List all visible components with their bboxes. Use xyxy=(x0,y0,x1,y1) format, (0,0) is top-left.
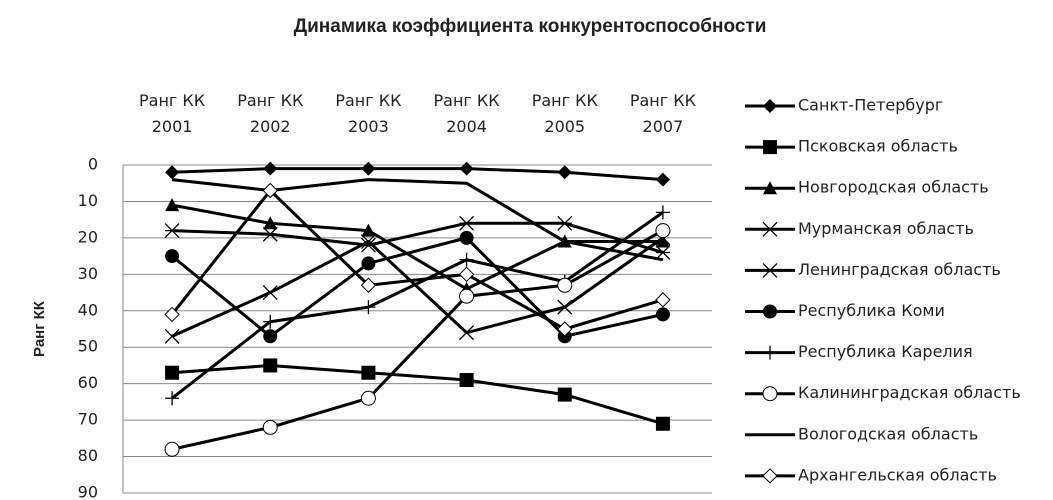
legend-marker xyxy=(762,386,778,402)
data-point xyxy=(361,256,376,271)
data-point xyxy=(165,249,180,264)
data-point xyxy=(557,277,573,293)
data-point xyxy=(360,277,377,293)
data-point xyxy=(361,223,376,237)
data-point xyxy=(262,419,278,435)
data-point xyxy=(459,373,474,388)
legend-label: Новгородская область xyxy=(798,178,989,197)
y-tick-label: 90 xyxy=(78,483,98,500)
legend-marker xyxy=(762,468,778,484)
data-point xyxy=(655,205,670,220)
legend-label: Санкт-Петербург xyxy=(798,96,943,115)
data-point xyxy=(262,226,278,242)
x-tick-label: Ранг КК 2004 xyxy=(433,91,500,136)
series-line xyxy=(171,363,664,426)
data-point xyxy=(263,161,278,176)
x-tick-label: Ранг КК 2007 xyxy=(629,91,696,136)
series-line xyxy=(170,189,664,331)
data-point xyxy=(459,288,475,304)
data-point xyxy=(655,416,670,431)
legend-label: Псковская область xyxy=(798,137,958,156)
data-point xyxy=(360,390,376,406)
data-point xyxy=(360,237,376,253)
data-point xyxy=(655,223,671,239)
data-point xyxy=(459,325,475,341)
data-point xyxy=(262,182,278,199)
x-tick-label: Ранг КК 2001 xyxy=(139,91,206,136)
series-line xyxy=(171,203,663,291)
chart-title: Динамика коэффициента конкурентоспособно… xyxy=(294,16,767,37)
data-point xyxy=(164,328,180,344)
data-point xyxy=(361,365,376,380)
data-point xyxy=(164,223,180,239)
data-point xyxy=(165,198,180,212)
legend-marker xyxy=(763,99,777,113)
y-tick-label: 20 xyxy=(78,227,98,246)
data-point xyxy=(361,300,376,315)
data-point xyxy=(263,216,278,230)
y-tick-label: 60 xyxy=(78,373,98,392)
y-tick-label: 50 xyxy=(78,337,98,356)
data-point xyxy=(655,172,670,187)
legend-label: Архангельская область xyxy=(798,465,997,484)
legend-label: Мурманская область xyxy=(798,219,974,238)
legend-label: Республика Коми xyxy=(798,301,945,320)
y-tick-label: 80 xyxy=(78,446,98,465)
series-line xyxy=(171,211,664,400)
legend-label: Республика Карелия xyxy=(798,342,973,361)
legend-marker xyxy=(762,221,778,237)
data-point xyxy=(459,230,474,245)
data-point xyxy=(557,387,572,402)
data-point xyxy=(360,234,376,249)
data-point xyxy=(557,165,572,180)
legend-marker xyxy=(763,304,777,319)
data-point xyxy=(557,215,573,231)
legend-marker xyxy=(763,345,777,360)
data-point xyxy=(262,285,278,301)
data-point xyxy=(165,391,180,406)
y-tick-label: 0 xyxy=(88,155,98,174)
series-line xyxy=(171,178,664,262)
x-tick-label: Ранг КК 2003 xyxy=(335,91,402,136)
data-point xyxy=(655,234,670,248)
data-point xyxy=(165,165,180,180)
legend-label: Калининградская область xyxy=(798,383,1021,402)
y-axis-label: Ранг КК xyxy=(31,300,48,357)
data-point xyxy=(459,161,474,176)
data-point xyxy=(459,252,474,267)
series-line xyxy=(171,236,664,338)
legend-marker xyxy=(762,262,778,278)
legend-label: Вологодская область xyxy=(798,424,978,443)
data-point xyxy=(655,307,670,322)
y-tick-label: 30 xyxy=(78,264,98,283)
data-point xyxy=(458,266,475,283)
data-point xyxy=(361,161,376,176)
data-point xyxy=(557,299,573,315)
legend-label: Ленинградская область xyxy=(798,260,1001,279)
data-point xyxy=(655,245,671,260)
data-point xyxy=(165,365,180,380)
series-line xyxy=(172,167,664,182)
series-line xyxy=(171,236,664,338)
data-point xyxy=(557,321,573,337)
data-point xyxy=(263,314,278,329)
data-point xyxy=(164,306,180,323)
series-line xyxy=(172,221,664,254)
series-line xyxy=(171,229,664,451)
data-point xyxy=(263,358,278,373)
x-tick-label: Ранг КК 2005 xyxy=(531,91,598,136)
data-point xyxy=(263,329,278,344)
data-point xyxy=(459,215,475,231)
data-point xyxy=(655,292,671,308)
y-tick-label: 10 xyxy=(78,191,98,210)
y-tick-label: 40 xyxy=(78,300,98,319)
y-tick-label: 70 xyxy=(78,410,98,429)
x-tick-label: Ранг КК 2002 xyxy=(237,91,304,136)
legend-marker xyxy=(763,140,777,155)
legend-marker xyxy=(763,181,777,195)
data-point xyxy=(164,441,180,457)
